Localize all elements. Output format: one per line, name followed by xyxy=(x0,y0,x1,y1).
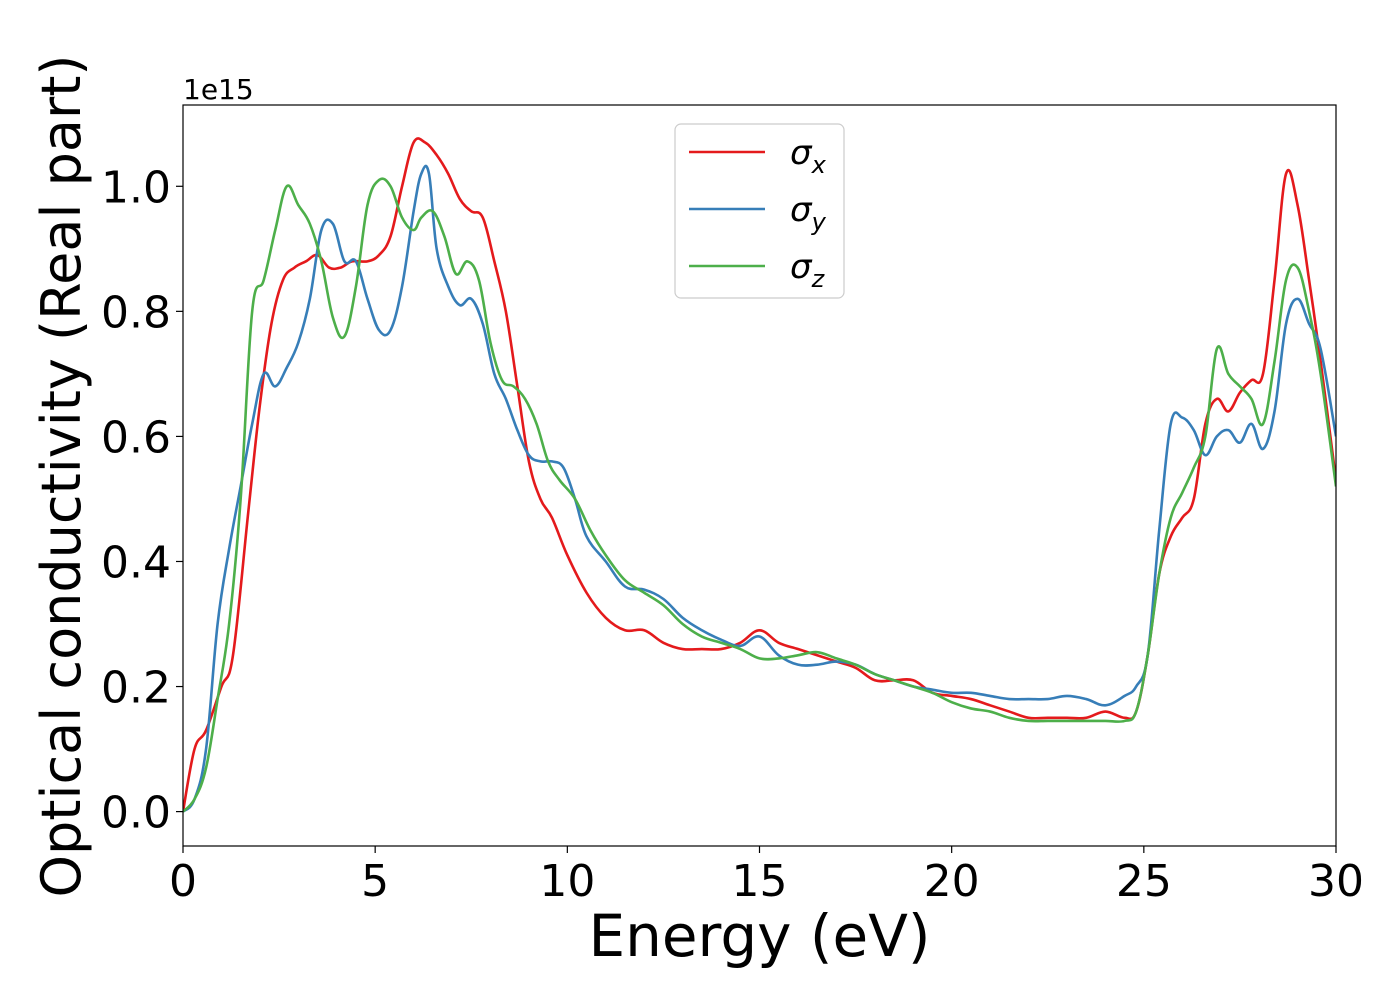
x-tick-label: 0 xyxy=(169,856,197,907)
legend-frame xyxy=(674,123,845,299)
x-tick-label: 20 xyxy=(924,856,980,907)
x-tick-label: 25 xyxy=(1116,856,1172,907)
x-tick-label: 5 xyxy=(361,856,389,907)
y-tick-label: 0.0 xyxy=(101,788,171,839)
y-tick-label: 0.8 xyxy=(101,287,171,338)
y-tick-label: 0.2 xyxy=(101,663,171,714)
y-tick-label: 0.4 xyxy=(101,537,171,588)
x-tick-label: 30 xyxy=(1308,856,1364,907)
y-axis: 0.0 0.2 0.4 0.6 0.8 1.0 xyxy=(101,162,183,839)
legend-label-y: σy xyxy=(790,190,827,236)
y-tick-label: 0.6 xyxy=(101,412,171,463)
y-axis-label: Optical conductivity (Real part) xyxy=(30,55,93,898)
series-line-x xyxy=(183,137,1336,812)
series-line-z xyxy=(183,177,1336,813)
x-axis: 0 5 10 15 20 25 30 xyxy=(169,846,1364,907)
y-offset-label: 1e15 xyxy=(183,73,254,106)
y-tick-label: 1.0 xyxy=(101,162,171,213)
series-line-y xyxy=(183,164,1336,813)
x-axis-label: Energy (eV) xyxy=(588,902,930,970)
legend-label-x: σx xyxy=(790,133,827,179)
x-tick-label: 10 xyxy=(539,856,595,907)
legend-label-z: σz xyxy=(790,247,826,293)
legend: σx σy σz xyxy=(674,123,845,299)
series-layer xyxy=(183,137,1336,813)
x-tick-label: 15 xyxy=(732,856,788,907)
